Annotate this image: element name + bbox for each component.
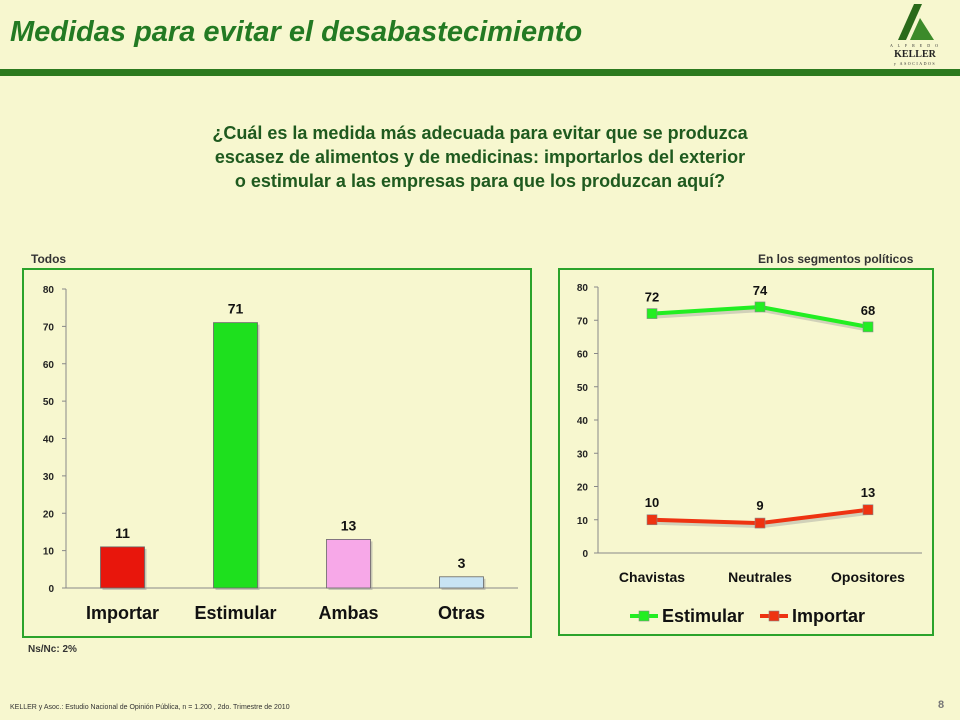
survey-question: ¿Cuál es la medida más adecuada para evi… bbox=[130, 121, 830, 193]
y-tick-label: 10 bbox=[577, 516, 589, 527]
legend-label: Estimular bbox=[662, 606, 744, 626]
x-category-label: Neutrales bbox=[728, 569, 792, 585]
y-tick-label: 70 bbox=[577, 316, 589, 327]
data-point-marker bbox=[646, 308, 658, 319]
x-category-label: Importar bbox=[86, 603, 159, 623]
bar-value-label: 13 bbox=[341, 517, 357, 533]
bar bbox=[326, 539, 371, 589]
y-tick-label: 10 bbox=[43, 547, 55, 558]
legend-swatch-marker bbox=[768, 610, 780, 622]
footnote: Ns/Nc: 2% bbox=[28, 644, 77, 655]
bar-chart: 0 10 20 30 40 50 60 70 80 11 Importar 71 Estimular 13… bbox=[43, 285, 518, 623]
y-tick-label: 70 bbox=[43, 322, 55, 333]
legend-swatch-marker bbox=[638, 610, 650, 622]
source-note: KELLER y Asoc.: Estudio Nacional de Opin… bbox=[10, 704, 290, 711]
question-line: o estimular a las empresas para que los … bbox=[234, 171, 726, 191]
y-tick-label: 50 bbox=[577, 383, 589, 394]
y-tick-label: 30 bbox=[43, 472, 55, 483]
question-line: ¿Cuál es la medida más adecuada para evi… bbox=[212, 123, 748, 143]
data-point-marker bbox=[754, 517, 766, 529]
line-chart: 0 10 20 30 40 50 60 70 80 Chavistas Neutrales Oposi… bbox=[577, 283, 922, 626]
bar bbox=[439, 576, 484, 589]
logo-name: KELLER bbox=[894, 49, 936, 60]
bar-value-label: 3 bbox=[458, 555, 466, 571]
data-point-marker bbox=[754, 301, 766, 313]
x-category-label: Otras bbox=[438, 603, 485, 623]
company-logo: A L F R E D O KELLER y ASOCIADOS bbox=[886, 4, 944, 66]
logo-mark-icon bbox=[898, 4, 934, 40]
logo-sub-text: y ASOCIADOS bbox=[893, 61, 937, 66]
header-rule bbox=[0, 69, 960, 76]
left-chart-label: Todos bbox=[31, 252, 67, 266]
data-value-label: 10 bbox=[645, 495, 659, 510]
x-category-label: Chavistas bbox=[619, 569, 685, 585]
y-tick-label: 50 bbox=[43, 397, 55, 408]
y-tick-label: 40 bbox=[43, 435, 55, 446]
y-tick-label: 80 bbox=[577, 283, 589, 294]
data-value-label: 74 bbox=[753, 283, 768, 298]
data-value-label: 68 bbox=[861, 303, 875, 318]
right-chart-label: En los segmentos políticos bbox=[758, 252, 914, 266]
legend-label: Importar bbox=[792, 606, 865, 626]
y-tick-label: 80 bbox=[43, 285, 55, 296]
data-point-marker bbox=[862, 504, 874, 516]
data-point-marker bbox=[862, 321, 874, 333]
y-tick-label: 0 bbox=[48, 584, 54, 595]
y-tick-label: 60 bbox=[43, 360, 55, 371]
y-tick-label: 0 bbox=[582, 549, 588, 560]
bar bbox=[100, 546, 145, 589]
y-tick-label: 60 bbox=[577, 350, 589, 361]
bar-chart-panel: 0 10 20 30 40 50 60 70 80 11 Importar 71 Estimular 13… bbox=[22, 268, 532, 638]
data-value-label: 9 bbox=[756, 498, 763, 513]
y-tick-label: 40 bbox=[577, 416, 589, 427]
bar-value-label: 71 bbox=[228, 301, 244, 317]
page-number: 8 bbox=[938, 699, 945, 711]
question-line: escasez de alimentos y de medicinas: imp… bbox=[214, 147, 746, 167]
x-category-label: Opositores bbox=[831, 569, 905, 585]
line-chart-panel: 0 10 20 30 40 50 60 70 80 Chavistas Neutrales Oposi… bbox=[558, 268, 934, 636]
data-point-marker bbox=[646, 514, 658, 526]
logo-top-text: A L F R E D O bbox=[889, 43, 941, 48]
page-title: Medidas para evitar el desabastecimiento bbox=[10, 16, 583, 48]
y-tick-label: 30 bbox=[577, 449, 589, 460]
bar-value-label: 11 bbox=[115, 525, 130, 541]
y-tick-label: 20 bbox=[43, 509, 55, 520]
bar bbox=[213, 322, 258, 589]
x-category-label: Estimular bbox=[194, 603, 276, 623]
y-tick-label: 20 bbox=[577, 483, 589, 494]
x-category-label: Ambas bbox=[318, 603, 378, 623]
data-value-label: 13 bbox=[861, 485, 875, 500]
data-value-label: 72 bbox=[645, 290, 659, 305]
